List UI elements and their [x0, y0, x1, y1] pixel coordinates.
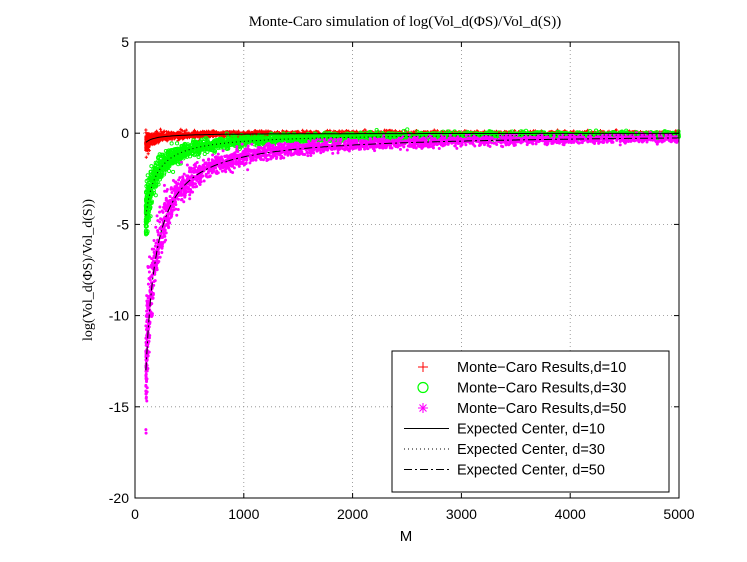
data-point — [179, 127, 183, 131]
data-point — [305, 129, 309, 133]
chart-title: Monte-Caro simulation of log(Vol_d(ΦS)/V… — [249, 14, 561, 30]
chart-title-text: Monte-Caro simulation of log(Vol_d(ΦS)/V… — [249, 14, 561, 30]
data-point — [144, 128, 148, 132]
data-point — [144, 155, 148, 159]
data-point — [158, 127, 163, 131]
